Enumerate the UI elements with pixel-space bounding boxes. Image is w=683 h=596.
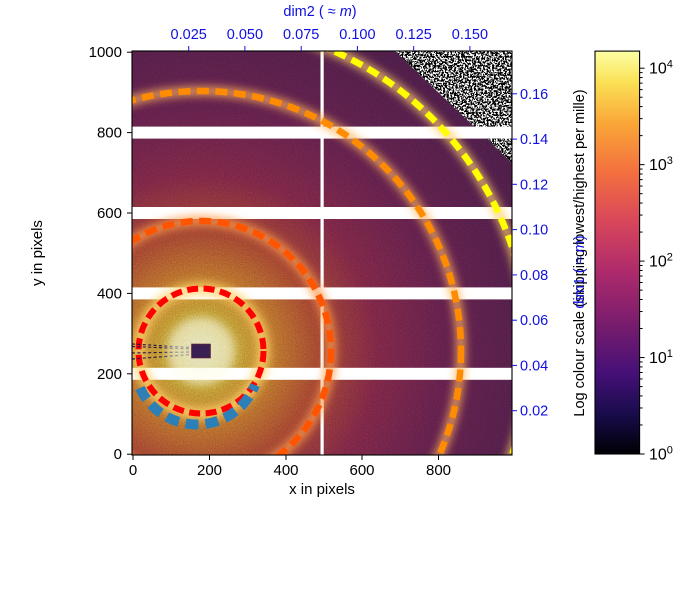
svg-text:0: 0: [114, 446, 122, 463]
svg-text:0.12: 0.12: [520, 177, 548, 193]
svg-text:0.06: 0.06: [520, 313, 548, 329]
svg-text:200: 200: [197, 462, 222, 479]
svg-text:0.10: 0.10: [520, 223, 548, 239]
svg-text:0.150: 0.150: [452, 27, 488, 43]
svg-text:200: 200: [97, 366, 122, 383]
svg-text:0.125: 0.125: [396, 27, 432, 43]
svg-text:x in pixels: x in pixels: [289, 481, 355, 498]
svg-text:800: 800: [97, 125, 122, 142]
svg-text:600: 600: [349, 462, 374, 479]
svg-text:0.02: 0.02: [520, 404, 548, 420]
svg-text:0: 0: [129, 462, 137, 479]
svg-text:dim2 ( ≈ m): dim2 ( ≈ m): [283, 4, 356, 20]
svg-text:0.08: 0.08: [520, 268, 548, 284]
svg-text:y in pixels: y in pixels: [29, 220, 46, 286]
svg-text:1000: 1000: [89, 44, 122, 61]
svg-text:400: 400: [97, 285, 122, 302]
svg-text:0.075: 0.075: [283, 27, 319, 43]
svg-text:0.14: 0.14: [520, 132, 548, 148]
svg-text:400: 400: [273, 462, 298, 479]
svg-text:0.050: 0.050: [227, 27, 263, 43]
svg-text:600: 600: [97, 205, 122, 222]
svg-text:0.04: 0.04: [520, 358, 548, 374]
svg-text:0.100: 0.100: [339, 27, 375, 43]
svg-text:800: 800: [426, 462, 451, 479]
svg-text:0.16: 0.16: [520, 87, 548, 103]
svg-text:dim1 ( ≈ m): dim1 ( ≈ m): [572, 235, 588, 308]
svg-text:0.025: 0.025: [171, 27, 207, 43]
